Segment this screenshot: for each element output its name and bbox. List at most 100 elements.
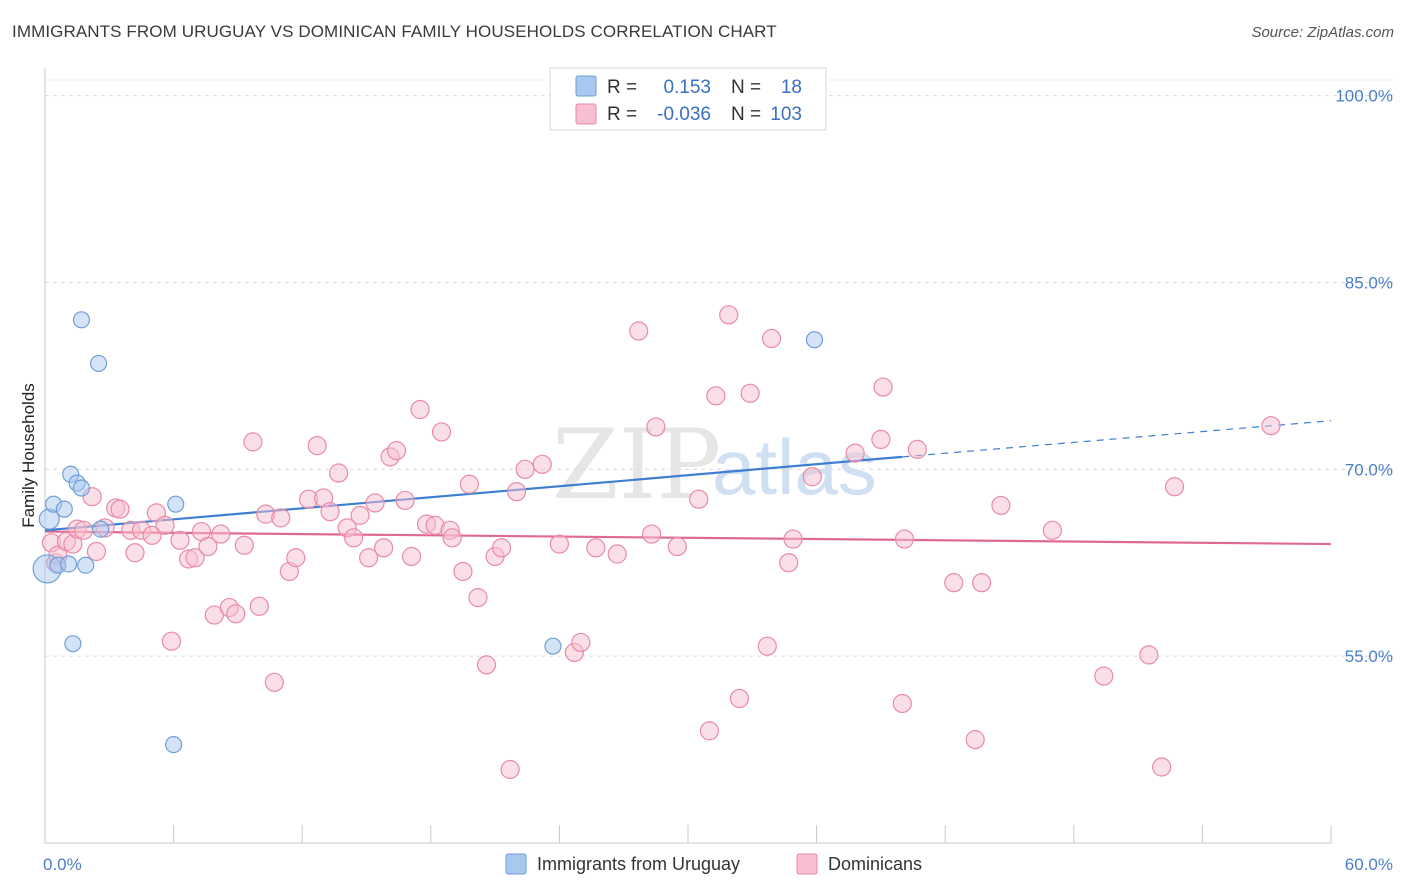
dominican-point-84	[779, 553, 799, 573]
dominican-point-25	[211, 524, 231, 544]
uruguay-point-14	[165, 735, 183, 754]
axis-labels: 55.0% 70.0% 85.0% 100.0% 0.0% 60.0% Family Hou…	[19, 87, 1393, 874]
dominican-point-11	[110, 499, 130, 519]
dominican-point-64	[506, 482, 527, 502]
dominican-point-94	[965, 730, 985, 750]
legend-n-label-dominicans: N =	[731, 104, 761, 125]
dominican-point-63	[500, 759, 520, 780]
bottom-legend-label-dominicans: Dominicans	[828, 854, 922, 874]
dominican-point-46	[374, 538, 394, 558]
legend-n-value-dominicans: 103	[770, 104, 802, 125]
dominican-point-96	[991, 495, 1011, 516]
bottom-legend-swatch-uruguay	[505, 853, 527, 875]
dominican-point-59	[468, 588, 488, 608]
dominican-point-23	[198, 536, 218, 557]
uruguay-point-9	[72, 479, 91, 497]
dominican-point-56	[442, 528, 462, 548]
dominican-point-75	[667, 536, 687, 557]
dominican-point-86	[802, 467, 822, 487]
dominican-point-21	[185, 548, 205, 568]
uruguay-point-16	[544, 637, 562, 655]
gridlines	[45, 79, 1394, 657]
dominican-point-76	[689, 489, 709, 509]
y-tick-label-1: 70.0%	[1345, 460, 1393, 479]
dominican-point-74	[646, 417, 666, 437]
dominican-point-88	[871, 429, 891, 450]
dominican-point-81	[740, 383, 760, 403]
y-tick-label-2: 85.0%	[1345, 273, 1393, 292]
dominican-point-71	[607, 544, 627, 564]
legend-top: R = 0.153 N = 18 R = -0.036 N = 103	[549, 67, 827, 131]
uruguay-point-8	[64, 635, 82, 653]
dominican-point-48	[386, 441, 407, 461]
dominican-point-57	[453, 561, 473, 582]
dominican-point-32	[264, 672, 284, 692]
dominican-point-100	[1152, 757, 1172, 777]
dominican-point-93	[944, 573, 964, 593]
dominican-point-80	[729, 688, 750, 709]
dominican-point-27	[226, 604, 246, 624]
dominican-point-8	[86, 541, 107, 562]
uruguay-point-17	[805, 331, 824, 349]
dominican-point-102	[1261, 416, 1281, 436]
dominican-point-58	[459, 474, 479, 494]
dominican-point-98	[1094, 666, 1114, 686]
watermark: ZIP atlas	[552, 409, 877, 521]
legend-r-label-uruguay: R =	[607, 77, 637, 98]
legend-swatch-dominicans	[575, 103, 597, 125]
legend-r-label-dominicans: R =	[607, 104, 637, 125]
dominican-point-62	[491, 538, 512, 558]
dominican-point-51	[410, 399, 430, 420]
dominican-point-28	[234, 535, 254, 555]
dominican-point-18	[161, 631, 182, 651]
dominican-point-101	[1164, 477, 1185, 497]
dominican-point-35	[286, 548, 306, 568]
legend-n-label-uruguay: N =	[731, 77, 761, 98]
trend-line-dominicans	[44, 530, 1332, 546]
trend-line-uruguay	[44, 455, 903, 532]
dominican-point-44	[359, 548, 379, 568]
dominican-point-91	[894, 529, 915, 549]
dominican-point-95	[972, 573, 992, 593]
axes	[44, 68, 1332, 844]
series-uruguay	[32, 311, 824, 754]
legend-swatch-uruguay	[575, 75, 597, 97]
dominican-point-99	[1139, 645, 1159, 665]
dominican-point-79	[719, 305, 739, 325]
uruguay-point-11	[72, 311, 91, 329]
dominican-point-72	[629, 321, 649, 341]
dominican-point-83	[761, 328, 782, 349]
dominican-point-66	[532, 454, 552, 474]
data-points	[32, 305, 1281, 780]
dominican-point-54	[431, 422, 452, 442]
series-dominicans	[41, 305, 1281, 780]
dominican-point-78	[706, 386, 726, 406]
dominican-point-60	[476, 655, 497, 675]
dominican-point-97	[1042, 520, 1062, 540]
uruguay-point-15	[167, 495, 185, 513]
legend-bottom: Immigrants from Uruguay Dominicans	[505, 853, 922, 875]
y-tick-label-3: 100.0%	[1335, 87, 1393, 106]
bottom-legend-swatch-dominicans	[796, 853, 818, 875]
dominican-point-49	[395, 490, 415, 511]
dominican-point-19	[170, 530, 190, 550]
dominican-point-40	[329, 463, 349, 483]
dominican-point-33	[271, 508, 291, 528]
chart-title: IMMIGRANTS FROM URUGUAY VS DOMINICAN FAM…	[12, 22, 777, 41]
x-tick-label-1: 60.0%	[1345, 855, 1393, 874]
dominican-point-45	[365, 493, 385, 513]
dominican-point-67	[549, 534, 570, 554]
dominican-point-90	[892, 693, 912, 714]
dominican-point-6	[73, 520, 94, 540]
dominican-point-30	[249, 596, 269, 616]
legend-r-value-uruguay: 0.153	[663, 77, 711, 98]
dominican-point-82	[757, 636, 777, 656]
trend-line-uruguay-extension	[902, 420, 1332, 458]
dominican-point-37	[307, 436, 327, 456]
dominican-point-65	[515, 459, 535, 479]
chart-source: Source: ZipAtlas.com	[1251, 24, 1394, 41]
dominican-point-29	[243, 432, 263, 452]
bottom-legend-label-uruguay: Immigrants from Uruguay	[537, 854, 740, 874]
y-axis-title: Family Households	[19, 383, 38, 528]
